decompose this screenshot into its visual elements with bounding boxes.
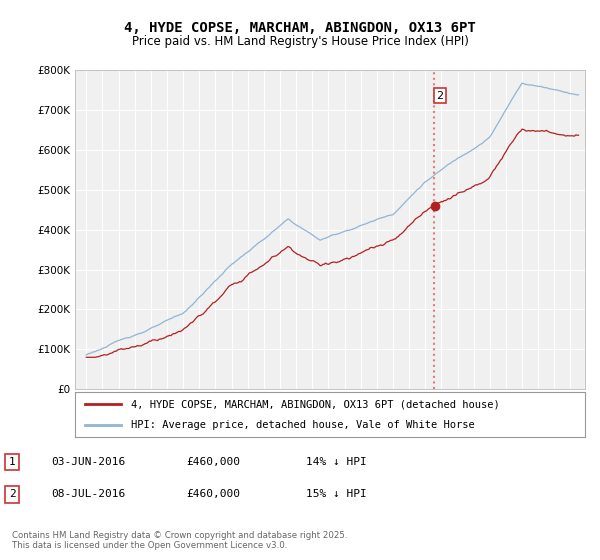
Text: 4, HYDE COPSE, MARCHAM, ABINGDON, OX13 6PT (detached house): 4, HYDE COPSE, MARCHAM, ABINGDON, OX13 6…	[131, 399, 500, 409]
Text: HPI: Average price, detached house, Vale of White Horse: HPI: Average price, detached house, Vale…	[131, 419, 475, 430]
Text: 15% ↓ HPI: 15% ↓ HPI	[306, 489, 367, 500]
Text: £460,000: £460,000	[186, 457, 240, 467]
Text: 03-JUN-2016: 03-JUN-2016	[51, 457, 125, 467]
Text: 14% ↓ HPI: 14% ↓ HPI	[306, 457, 367, 467]
Text: 4, HYDE COPSE, MARCHAM, ABINGDON, OX13 6PT: 4, HYDE COPSE, MARCHAM, ABINGDON, OX13 6…	[124, 21, 476, 35]
Text: 2: 2	[437, 91, 443, 101]
Text: 08-JUL-2016: 08-JUL-2016	[51, 489, 125, 500]
Text: 2: 2	[8, 489, 16, 500]
Text: £460,000: £460,000	[186, 489, 240, 500]
Text: Price paid vs. HM Land Registry's House Price Index (HPI): Price paid vs. HM Land Registry's House …	[131, 35, 469, 49]
Text: Contains HM Land Registry data © Crown copyright and database right 2025.
This d: Contains HM Land Registry data © Crown c…	[12, 530, 347, 550]
Text: 1: 1	[8, 457, 16, 467]
